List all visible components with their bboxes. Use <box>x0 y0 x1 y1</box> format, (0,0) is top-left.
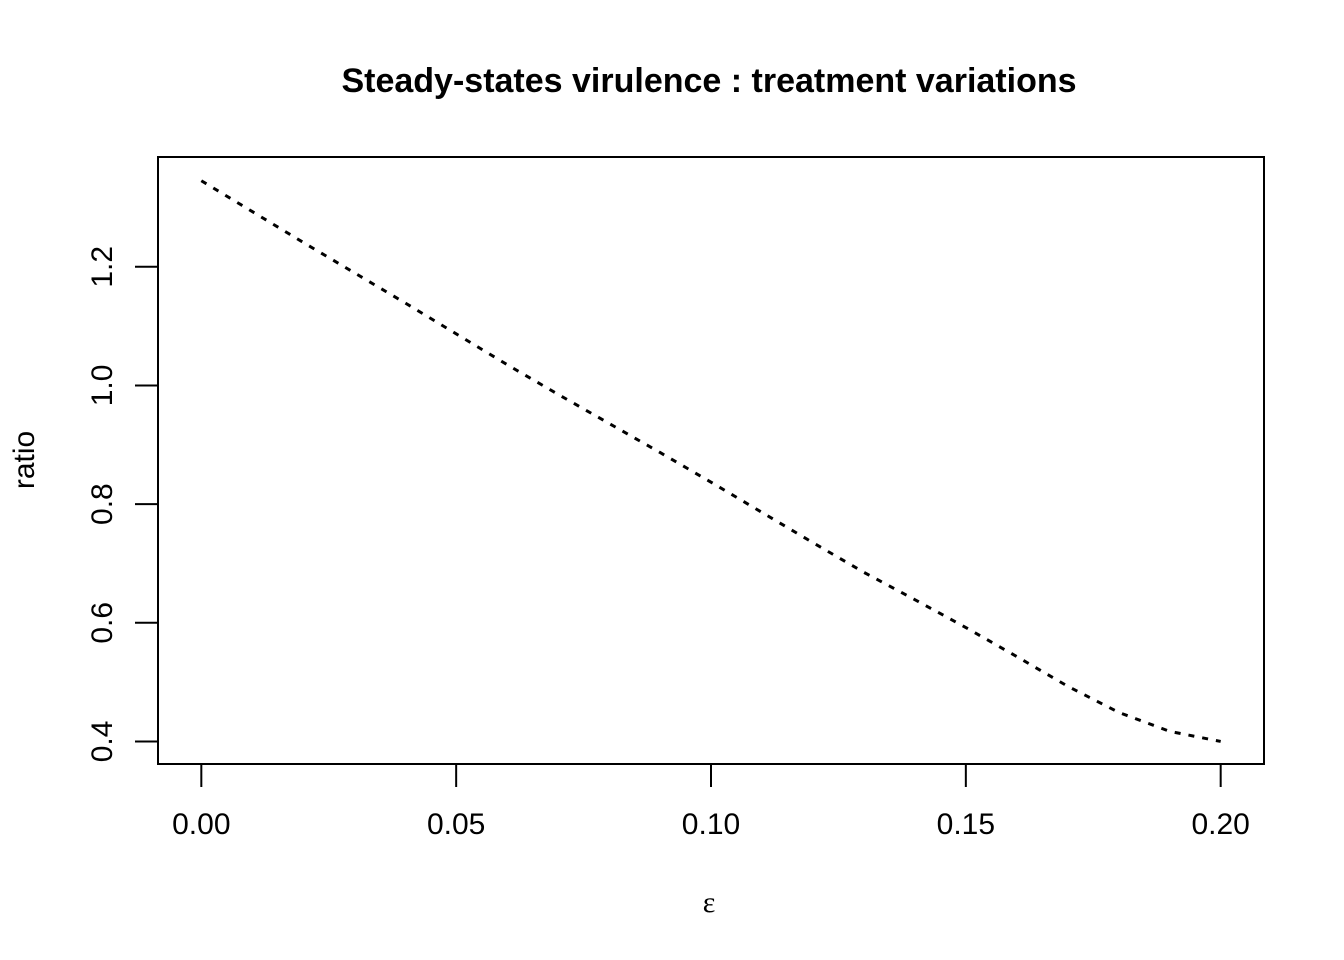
y-tick-label-3: 1.0 <box>86 365 119 407</box>
x-tick-label-1: 0.05 <box>427 808 485 841</box>
y-tick-label-2: 0.8 <box>86 483 119 525</box>
y-tick-label-0: 0.4 <box>86 721 119 763</box>
series-layer <box>200 179 1221 743</box>
x-tick-label-2: 0.10 <box>682 808 740 841</box>
x-axis-label: ε <box>703 886 716 919</box>
y-axis-ticks: 0.4 0.6 0.8 1.0 1.2 <box>86 246 158 762</box>
x-axis-ticks: 0.00 0.05 0.10 0.15 0.20 <box>172 764 1250 841</box>
series-line-0 <box>200 179 1221 743</box>
x-tick-label-3: 0.15 <box>937 808 995 841</box>
chart-title: Steady-states virulence : treatment vari… <box>341 62 1076 100</box>
y-tick-label-4: 1.2 <box>86 246 119 288</box>
y-axis-label: ratio <box>8 431 41 489</box>
y-tick-label-1: 0.6 <box>86 602 119 644</box>
x-tick-label-4: 0.20 <box>1191 808 1249 841</box>
x-tick-label-0: 0.00 <box>172 808 230 841</box>
